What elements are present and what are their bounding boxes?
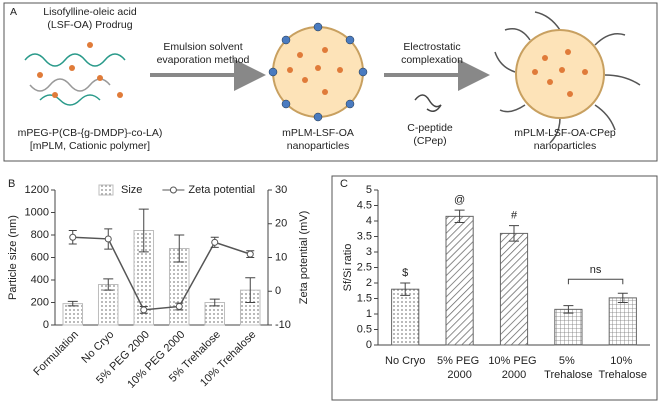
panel-a: A Lisofylline-oleic acid (LSF-OA) Prodru… [3,2,658,162]
panel-border [3,2,658,162]
y-tick-label: 1.5 [357,292,372,304]
label: Lisofylline-oleic acid [43,6,137,18]
error-bar [103,278,114,291]
line [72,236,251,311]
x-tick-label: 5% PEG 2000 [437,355,482,381]
peptide-icon [414,94,442,112]
y-tick-label: 5 [366,184,372,196]
y-tick-label: 1000 [25,206,49,218]
y-tick-label: 3.5 [357,230,372,242]
y2-tick-label: 20 [275,218,287,230]
bar [391,288,420,346]
point [246,250,254,258]
bar [445,215,474,346]
y-tick-label: 1 [366,308,372,320]
polymer-icon [24,53,126,106]
error-bar [454,209,465,224]
y-tick-label: 600 [31,251,49,263]
legend-label: Zeta potential [188,184,255,196]
label: mPLM-LSF-OA-CPep [514,127,616,139]
error-bar [509,225,519,242]
bar [62,303,84,326]
label: mPEG-P(CB-{g-DMDP}-co-LA) [18,127,163,139]
label: nanoparticles [534,140,596,152]
label: [mPLM, Cationic polymer] [30,140,150,152]
bar [608,297,637,346]
point [104,235,112,243]
label: mPLM-LSF-OA [282,127,354,139]
bar [499,232,529,346]
nanoparticle [268,22,368,122]
bracket [567,278,624,285]
error-bar [209,298,220,307]
label: C-peptide [407,122,453,134]
y-axis-label: Sf/Si ratio [342,244,354,292]
annotation: # [511,210,518,222]
y-axis-label: Particle size (nm) [7,215,19,300]
y-tick-label: 0 [43,319,49,331]
panel-label: B [8,178,15,190]
annotation: @ [454,194,465,206]
y2-axis-label: Zeta potential (mV) [298,211,310,305]
error-bar [138,208,149,253]
label: Electrostatic [403,41,460,53]
y-tick-label: 400 [31,274,49,286]
y2-tick-label: -10 [275,319,291,331]
error-bar [617,292,628,304]
x-tick-label: Formulation [31,329,81,379]
error-bar [563,305,574,314]
y2-tick-label: 0 [275,285,281,297]
y-tick-label: 3 [366,246,372,258]
drug-dots [37,42,123,98]
error-bar [67,300,78,307]
y-tick-label: 2 [366,277,372,289]
error-bar [400,282,411,296]
annotation: $ [402,267,408,279]
y2-tick-label: 30 [275,184,287,196]
y-tick-label: 2.5 [357,261,372,273]
label: (LSF-OA) Prodrug [47,19,132,31]
y-tick-label: 200 [31,296,49,308]
coated-nanoparticle [494,11,641,144]
legend-swatch [169,186,177,194]
y-tick-label: 4.5 [357,199,372,211]
legend-label: Size [121,184,142,196]
label: Emulsion solvent [163,41,242,53]
label: (CPep) [413,135,446,147]
bracket-label: ns [590,264,602,276]
legend-swatch [98,184,114,196]
panel-label: A [10,6,17,18]
x-tick-label: 5% Trehalose [544,355,593,381]
point [69,233,77,241]
error-bar [245,277,256,303]
error-bar [174,234,185,263]
panel-border [331,175,658,401]
y-tick-label: 800 [31,229,49,241]
point [211,238,219,246]
y-tick-label: 1200 [25,184,49,196]
point [140,306,148,314]
label: complexation [401,54,463,66]
bar [554,308,583,346]
y2-tick-label: 10 [275,251,287,263]
y-tick-label: 4 [366,215,372,227]
y-tick-label: 0.5 [357,323,372,335]
x-tick-label: 10% Trehalose [599,355,648,381]
y-tick-label: 0 [366,339,372,351]
panel-label: C [340,178,348,190]
label: nanoparticles [287,140,349,152]
x-tick-label: No Cryo [385,355,425,367]
point [175,302,183,310]
x-tick-label: 10% PEG 2000 [488,355,539,381]
label: evaporation method [157,54,250,66]
